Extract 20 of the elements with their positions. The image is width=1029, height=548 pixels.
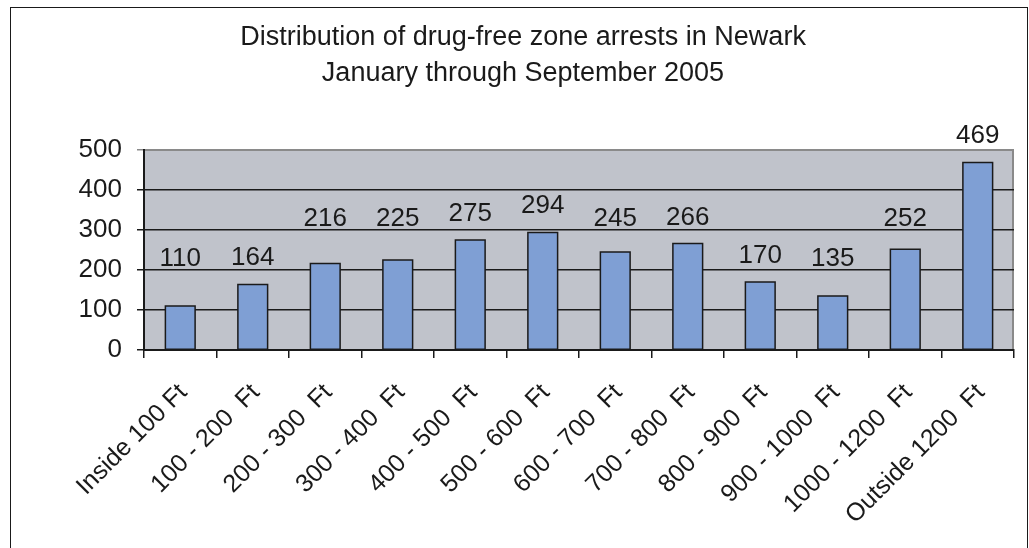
data-label: 170 xyxy=(738,239,782,269)
data-label: 110 xyxy=(159,242,201,272)
data-label: 469 xyxy=(956,119,1000,150)
y-tick-label: 100 xyxy=(78,293,122,324)
data-label: 294 xyxy=(521,189,565,220)
data-label: 164 xyxy=(231,241,275,272)
data-label: 216 xyxy=(303,202,347,232)
y-tick-label: 200 xyxy=(78,253,122,284)
data-label: 252 xyxy=(883,202,927,232)
data-label: 225 xyxy=(376,202,420,232)
data-label: 245 xyxy=(593,202,637,232)
y-tick-label: 400 xyxy=(78,173,122,204)
y-tick-label: 300 xyxy=(78,213,122,244)
data-label: 275 xyxy=(448,197,492,227)
data-label: 266 xyxy=(666,200,710,231)
chart-title: Distribution of drug-free zone arrests in Newark xyxy=(240,21,807,52)
data-label: 135 xyxy=(811,242,855,272)
y-tick-label: 0 xyxy=(107,333,122,364)
chart-subtitle: January through September 2005 xyxy=(321,57,725,88)
y-tick-label: 500 xyxy=(78,133,122,164)
